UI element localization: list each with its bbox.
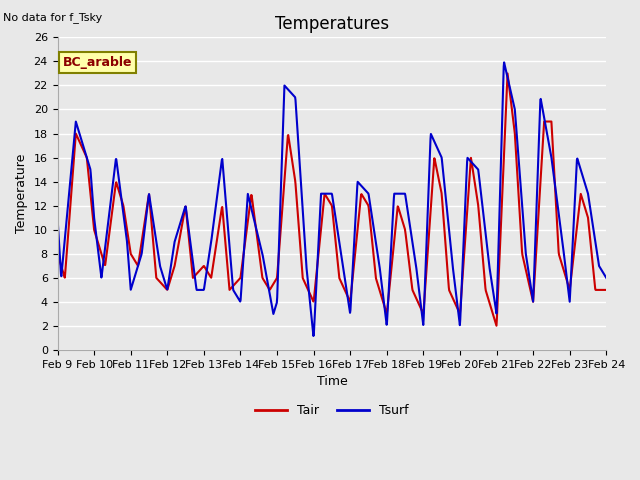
Title: Temperatures: Temperatures [275,15,389,33]
Tsurf [489,288,497,294]
Tsurf [538,102,546,108]
Tair [54,251,61,257]
Tair [237,271,245,277]
Line: Tsurf: Tsurf [58,62,606,336]
Tair [538,156,546,161]
Legend: Tair, Tsurf: Tair, Tsurf [250,399,413,422]
Tair [504,71,511,76]
Tsurf [417,306,425,312]
Tair [489,311,497,316]
Tair [602,287,610,293]
Tair [176,236,184,241]
Tair [163,286,170,292]
Tair [493,323,500,329]
Tsurf [310,333,317,339]
Text: BC_arable: BC_arable [63,56,132,69]
Tsurf [176,223,184,228]
Y-axis label: Temperature: Temperature [15,154,28,233]
Tsurf [54,215,61,221]
Line: Tair: Tair [58,73,606,326]
Tsurf [163,284,170,289]
Text: No data for f_Tsky: No data for f_Tsky [3,12,102,23]
Tsurf [602,275,610,281]
Tair [417,306,425,312]
X-axis label: Time: Time [317,375,348,388]
Tsurf [500,60,508,65]
Tsurf [237,291,245,297]
